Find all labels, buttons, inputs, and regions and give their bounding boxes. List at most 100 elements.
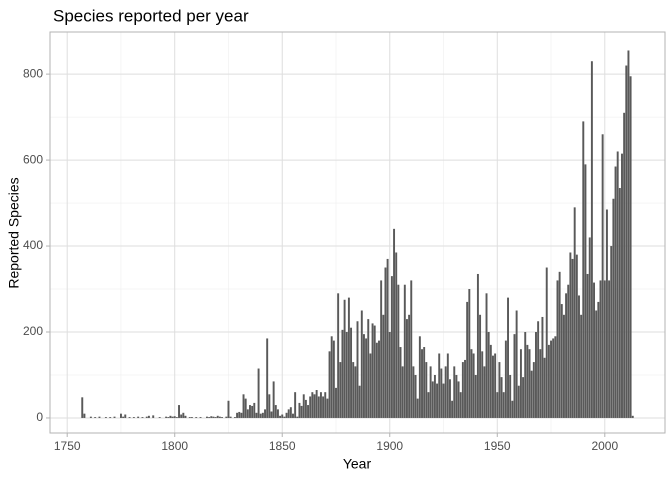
bar xyxy=(345,331,348,418)
bar xyxy=(180,414,183,418)
bar xyxy=(354,366,357,418)
x-tick-label: 1800 xyxy=(161,439,188,453)
bar xyxy=(494,353,497,418)
bar xyxy=(444,366,447,418)
y-tick-label: 400 xyxy=(23,238,43,252)
bar xyxy=(580,314,583,418)
bar xyxy=(382,314,385,418)
bar xyxy=(304,399,307,418)
bar xyxy=(433,374,436,418)
bar xyxy=(184,415,187,418)
bar xyxy=(474,374,477,418)
bar xyxy=(496,392,499,418)
bar xyxy=(328,351,331,418)
bar xyxy=(446,353,449,418)
bar xyxy=(573,207,576,418)
bar xyxy=(560,304,563,418)
bar xyxy=(414,374,417,418)
bar xyxy=(393,228,396,418)
bar xyxy=(448,379,451,418)
bar xyxy=(405,319,408,418)
bar xyxy=(322,396,325,418)
bar xyxy=(390,276,393,418)
bar xyxy=(550,340,552,418)
x-tick-label: 1950 xyxy=(484,439,511,453)
bar xyxy=(369,353,372,418)
bar xyxy=(249,405,251,418)
bar xyxy=(535,331,537,418)
bar xyxy=(554,336,557,418)
bar xyxy=(421,349,423,418)
bar xyxy=(147,415,150,418)
bar xyxy=(567,284,570,418)
bar xyxy=(360,310,363,418)
bar xyxy=(562,314,565,418)
bar xyxy=(169,415,172,418)
bar xyxy=(276,409,279,418)
bar xyxy=(141,417,144,418)
bar xyxy=(440,368,443,418)
bar xyxy=(416,398,419,418)
bar xyxy=(317,396,320,418)
bar xyxy=(504,340,507,418)
bar xyxy=(586,273,589,418)
bar xyxy=(229,416,232,418)
bar xyxy=(178,405,180,418)
bar xyxy=(358,385,361,418)
bar xyxy=(98,416,101,418)
bar xyxy=(287,409,290,418)
bar xyxy=(597,301,600,418)
bar xyxy=(296,416,299,418)
bar xyxy=(468,289,471,418)
bar xyxy=(547,344,550,418)
bar xyxy=(601,134,604,418)
bar xyxy=(511,400,514,418)
bar xyxy=(119,413,122,418)
bar xyxy=(524,331,527,418)
bar xyxy=(558,271,561,418)
bar xyxy=(629,76,632,418)
bar xyxy=(233,417,236,418)
bar xyxy=(268,394,271,418)
bar xyxy=(137,416,140,418)
bar xyxy=(513,334,516,418)
bar xyxy=(375,342,378,418)
bar xyxy=(612,198,615,418)
bar xyxy=(627,50,630,418)
x-tick-label: 2000 xyxy=(591,439,618,453)
bar xyxy=(386,258,389,418)
x-tick-label: 1750 xyxy=(54,439,81,453)
bar xyxy=(279,415,282,418)
bar xyxy=(218,416,221,418)
bar xyxy=(307,405,310,418)
bar xyxy=(313,394,316,418)
bar xyxy=(246,409,249,418)
bar xyxy=(319,392,322,418)
bar xyxy=(227,400,230,418)
bar xyxy=(618,188,621,418)
bar xyxy=(509,374,512,418)
bar xyxy=(522,377,525,418)
x-tick-label: 1850 xyxy=(269,439,296,453)
bar xyxy=(225,416,228,418)
bar xyxy=(188,417,191,418)
bar xyxy=(459,392,462,418)
bar xyxy=(270,411,273,418)
bar xyxy=(584,164,587,418)
bar xyxy=(408,314,411,418)
y-tick-label: 800 xyxy=(23,66,43,80)
bar xyxy=(285,412,288,418)
bar xyxy=(556,280,559,418)
bar xyxy=(515,310,518,418)
bar xyxy=(113,416,116,418)
bar xyxy=(362,334,365,418)
bar xyxy=(341,329,344,418)
bar xyxy=(266,338,269,418)
bar xyxy=(330,336,333,418)
bar xyxy=(625,65,628,418)
bar xyxy=(605,209,608,418)
bar xyxy=(339,362,342,418)
bar xyxy=(356,321,359,418)
bar xyxy=(616,151,619,418)
bar xyxy=(483,366,486,418)
